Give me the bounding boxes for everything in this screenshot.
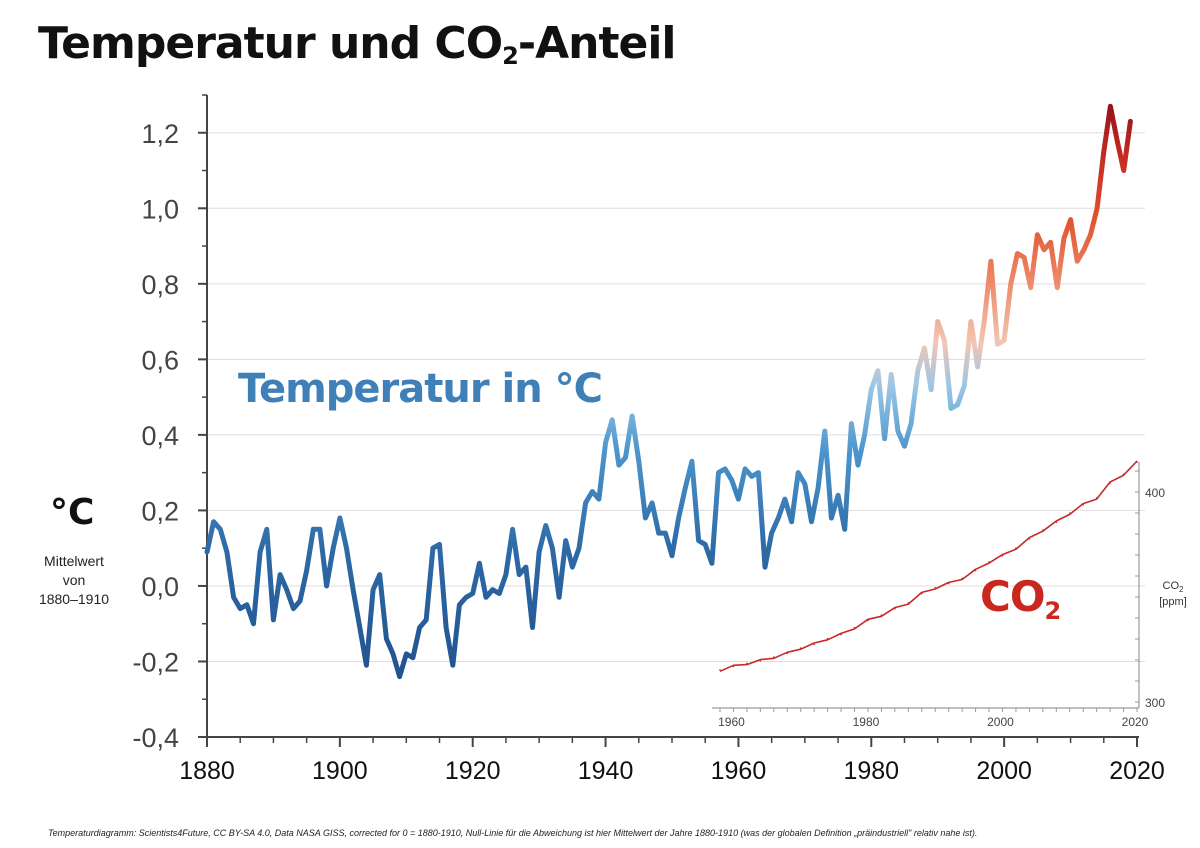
- co2-point: [826, 637, 829, 640]
- y-tick-label: 0,8: [141, 270, 179, 300]
- source-note: Temperaturdiagramm: Scientists4Future, C…: [48, 828, 978, 838]
- co2-x-tick-label: 1960: [718, 715, 745, 729]
- y-tick-label: 1,2: [141, 119, 179, 149]
- co2-point: [907, 602, 910, 604]
- co2-point: [853, 626, 856, 629]
- co2-point: [894, 607, 896, 610]
- y-tick-label: 0,4: [141, 421, 179, 451]
- y-tick-label: 0,2: [141, 496, 179, 526]
- y-tick-label: 0,0: [141, 572, 179, 602]
- co2-point: [1136, 461, 1138, 463]
- co2-y-tick-label: 300: [1145, 696, 1165, 710]
- x-tick-label: 1880: [179, 757, 235, 785]
- x-tick-label: 1920: [445, 757, 501, 785]
- axes: -0,4 -0,2 0,0 0,2 0,4 0,6 0,8 1,0 1,2 1880 1900 192…: [132, 94, 1165, 785]
- temperature-series: [204, 103, 1133, 680]
- baseline-note-line-2: von: [62, 572, 86, 588]
- baseline-note-line-1: Mittelwert: [44, 553, 104, 569]
- co2-x-tick-label: 1980: [853, 715, 880, 729]
- co2-point: [947, 582, 950, 585]
- co2-point: [974, 569, 977, 572]
- co2-point: [961, 577, 963, 580]
- baseline-note-line-3: 1880–1910: [38, 591, 110, 607]
- co2-point: [719, 669, 721, 671]
- co2-point: [1068, 512, 1071, 515]
- co2-point: [840, 633, 842, 636]
- co2-point: [880, 614, 883, 616]
- co2-point: [867, 619, 869, 622]
- co2-line: [719, 460, 1138, 673]
- co2-point: [799, 647, 802, 649]
- co2-point: [746, 662, 748, 665]
- co2-x-tick-label: 2020: [1122, 715, 1149, 729]
- co2-point: [773, 656, 775, 658]
- y-tick-label: -0,2: [132, 647, 179, 677]
- temperature-series-label: Temperatur in °C: [238, 366, 603, 412]
- y-tick-label: -0,4: [132, 723, 179, 753]
- co2-x-tick-label: 2000: [987, 715, 1014, 729]
- chart-title: Temperatur und CO2-Anteil: [38, 18, 677, 70]
- co2-point: [988, 561, 990, 563]
- co2-inset: 1960 1980 2000 2020 300 400: [712, 460, 1165, 729]
- co2-y-tick-label: 400: [1145, 486, 1165, 500]
- co2-point: [934, 586, 937, 589]
- co2-point: [1082, 504, 1084, 506]
- co2-point: [1001, 555, 1004, 557]
- co2-point: [813, 643, 815, 646]
- x-tick-label: 1900: [312, 757, 368, 785]
- co2-series-label: CO2: [980, 572, 1061, 625]
- co2-point: [1109, 482, 1111, 484]
- co2-point: [1055, 521, 1058, 524]
- y-tick-label: 0,6: [141, 345, 179, 375]
- x-tick-label: 2020: [1109, 757, 1165, 785]
- co2-point: [732, 665, 735, 668]
- co2-point: [759, 660, 762, 662]
- temperature-line: [204, 103, 1133, 680]
- co2-point: [786, 652, 789, 655]
- co2-point: [1028, 538, 1031, 540]
- x-tick-label: 1940: [578, 757, 634, 785]
- baseline-note: Mittelwert von 1880–1910: [28, 552, 120, 609]
- y-axis-unit: °C: [50, 492, 95, 533]
- y-tick-label: 1,0: [141, 194, 179, 224]
- x-tick-label: 2000: [976, 757, 1032, 785]
- co2-point: [1042, 529, 1044, 531]
- co2-point: [1095, 497, 1098, 499]
- x-tick-label: 1980: [843, 757, 899, 785]
- co2-point: [920, 592, 923, 595]
- co2-point: [1015, 547, 1017, 549]
- co2-axis-label: CO2 [ppm]: [1159, 580, 1187, 609]
- co2-point: [1122, 473, 1125, 475]
- x-tick-label: 1960: [711, 757, 767, 785]
